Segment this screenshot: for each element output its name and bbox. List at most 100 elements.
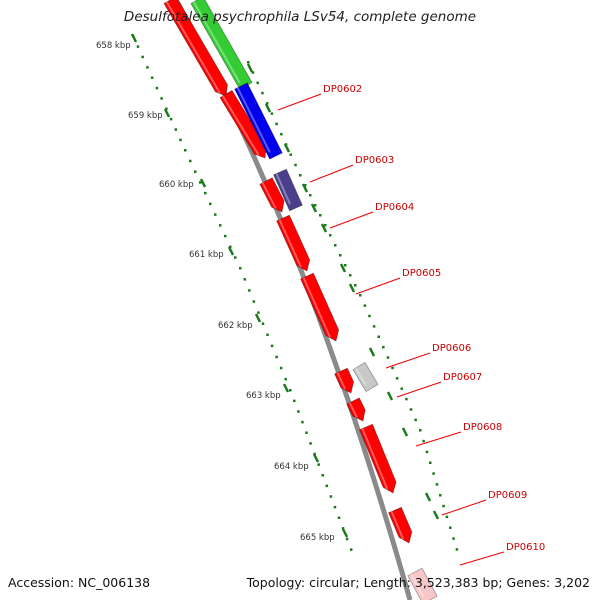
tick-dot — [349, 548, 353, 551]
tick-dot — [266, 333, 269, 337]
tick-dot — [297, 410, 300, 413]
gene-arrow-dp0603[interactable] — [259, 177, 285, 213]
tick-dot — [305, 431, 308, 434]
tick-dot — [146, 66, 149, 69]
gene-arrow-dp0608[interactable] — [358, 423, 397, 494]
minor-tick — [310, 203, 318, 213]
leader-line — [385, 352, 431, 369]
major-tick — [341, 528, 349, 538]
tick-dot — [251, 71, 255, 74]
tick-dot — [372, 325, 376, 328]
feature-purple[interactable] — [273, 168, 303, 212]
tick-dot — [248, 289, 251, 292]
feature-gray[interactable] — [352, 361, 379, 393]
tick-dot — [359, 294, 362, 297]
gene-arrow-dp0609[interactable] — [388, 506, 413, 544]
gene-arrow-dp0607[interactable] — [346, 397, 366, 422]
gene-label-text[interactable]: DP0608 — [463, 422, 502, 433]
tick-dot — [344, 264, 347, 267]
tick-dot — [224, 234, 227, 238]
gene-features[interactable] — [163, 0, 438, 600]
gene-arrow-dp0601[interactable] — [163, 0, 228, 97]
minor-tick — [386, 391, 394, 401]
tick-dot — [219, 224, 222, 227]
gene-arrow-dp0604[interactable] — [276, 214, 311, 272]
feature-green[interactable] — [190, 0, 253, 91]
tick-dot — [395, 377, 399, 380]
tick-dot — [160, 97, 163, 100]
gene-label-dp0605[interactable]: DP0605 — [355, 268, 441, 295]
gene-label-text[interactable]: DP0603 — [355, 155, 394, 166]
tick-dot — [319, 214, 322, 217]
gene-arrow-dp0606[interactable] — [334, 367, 355, 394]
minor-tick — [339, 263, 347, 273]
minor-tick — [264, 103, 272, 113]
minor-tick — [432, 510, 440, 520]
tick-dot — [261, 322, 265, 325]
tick-dot — [169, 117, 173, 121]
gene-label-dp0610[interactable]: DP0610 — [459, 542, 545, 566]
gene-label-text[interactable]: DP0606 — [432, 343, 471, 354]
gene-arrow-dp0605[interactable] — [300, 272, 340, 342]
minor-tick — [348, 283, 356, 293]
tick-dot — [141, 55, 144, 59]
tick-dot — [329, 234, 332, 237]
tick-dot — [294, 163, 297, 167]
gene-label-dp0607[interactable]: DP0607 — [396, 372, 482, 398]
tick-dot — [409, 408, 413, 411]
kbp-tick-marks: 658 kbp 659 kbp 660 kbp 661 kbp 662 kbp 663 k… — [96, 33, 459, 551]
tick-dot — [405, 397, 408, 401]
tick-dot — [414, 418, 417, 422]
feature-pink[interactable] — [407, 567, 438, 600]
gene-label-text[interactable]: DP0604 — [375, 202, 414, 213]
gene-label-dp0603[interactable]: DP0603 — [309, 155, 394, 183]
tick-dot — [321, 474, 324, 477]
minor-tick — [401, 427, 409, 437]
gene-arrow-dp0602[interactable] — [219, 89, 267, 159]
tick-dot — [363, 304, 367, 307]
tick-dot — [368, 314, 371, 318]
tick-dot — [304, 184, 307, 187]
gene-label-text[interactable]: DP0609 — [488, 490, 527, 501]
gene-label-dp0609[interactable]: DP0609 — [441, 490, 527, 516]
tick-dot — [341, 527, 345, 530]
minor-tick — [301, 183, 309, 193]
tick-dot — [184, 149, 187, 152]
gene-label-text[interactable]: DP0605 — [402, 268, 441, 279]
gene-label-dp0606[interactable]: DP0606 — [385, 343, 471, 369]
tick-dot — [289, 153, 293, 156]
tick-dot — [256, 81, 259, 85]
tick-dot — [432, 472, 435, 475]
leader-line — [355, 277, 401, 295]
tick-dot — [419, 429, 422, 432]
inner-tick-track — [132, 35, 353, 551]
tick-dot — [243, 278, 247, 281]
major-tick — [130, 33, 138, 43]
leader-line — [309, 164, 354, 183]
tick-dot — [155, 86, 159, 90]
gene-label-text[interactable]: DP0610 — [506, 542, 545, 553]
gene-label-text[interactable]: DP0607 — [443, 372, 482, 383]
tick-dot — [349, 274, 352, 277]
gene-label-dp0602[interactable]: DP0602 — [277, 84, 362, 111]
outer-tick-track — [247, 61, 459, 551]
tick-dot — [214, 213, 217, 216]
tick-dot — [422, 439, 425, 443]
tick-dot — [382, 345, 385, 349]
major-tick — [312, 453, 320, 463]
tick-dot — [452, 537, 455, 540]
gene-labels[interactable]: DP0602 DP0603 DP0604 DP0605 DP0606 DP0607 DP06… — [277, 84, 545, 566]
feature-blue[interactable] — [234, 82, 283, 160]
tick-dot — [174, 128, 178, 131]
gene-label-dp0608[interactable]: DP0608 — [415, 422, 502, 447]
minor-tick — [424, 492, 432, 502]
tick-dot — [280, 132, 283, 136]
tick-dot — [209, 202, 212, 206]
gene-label-text[interactable]: DP0602 — [323, 84, 362, 95]
tick-dot — [455, 548, 459, 551]
gene-label-dp0604[interactable]: DP0604 — [329, 202, 414, 229]
tick-dot — [439, 494, 442, 497]
tick-label: 659 kbp — [128, 111, 163, 121]
tick-dot — [252, 300, 256, 303]
